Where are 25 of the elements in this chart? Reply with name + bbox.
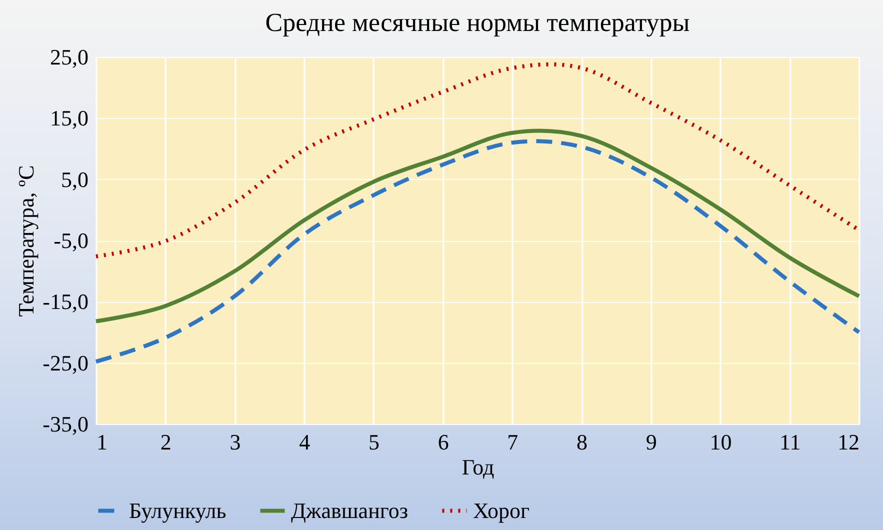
x-tick-label: 4 (299, 430, 310, 454)
y-axis-title: Температура, ºС (14, 165, 39, 317)
x-tick-label: 6 (438, 430, 449, 454)
y-tick-label: -35,0 (42, 412, 88, 436)
x-tick-label: 3 (230, 430, 241, 454)
legend-label: Булункуль (129, 498, 226, 523)
x-tick-label: 9 (646, 430, 657, 454)
x-tick-label: 11 (780, 430, 801, 454)
y-tick-label: -25,0 (42, 350, 88, 376)
legend-label: Хорог (473, 498, 530, 523)
x-tick-label: 8 (576, 430, 588, 454)
x-tick-label: 10 (710, 430, 732, 454)
y-tick-label: 5,0 (61, 166, 88, 192)
y-tick-label: -5,0 (54, 228, 88, 253)
y-tick-label: -15,0 (42, 289, 88, 314)
x-tick-label: 7 (507, 430, 518, 454)
x-tick-label: 1 (96, 430, 108, 454)
x-tick-label: 5 (368, 430, 380, 454)
chart-title: Средне месячные нормы температуры (265, 8, 690, 37)
y-tick-label: 25,0 (50, 44, 88, 70)
x-tick-label: 2 (160, 430, 172, 454)
x-tick-label: 12 (838, 430, 860, 454)
legend-label: Джавшангоз (291, 498, 408, 523)
y-tick-label: 15,0 (50, 106, 88, 131)
x-axis-title: Год (462, 454, 494, 480)
